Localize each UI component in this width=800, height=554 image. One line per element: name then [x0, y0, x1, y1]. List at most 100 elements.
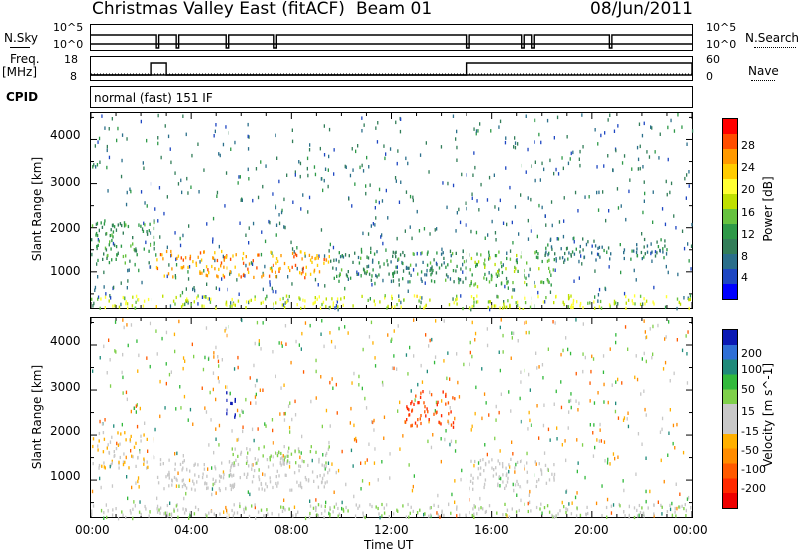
echo-pixel [471, 354, 473, 359]
echo-pixel [571, 250, 574, 254]
echo-pixel [135, 300, 137, 304]
echo-pixel [264, 264, 266, 269]
echo-pixel [275, 257, 278, 261]
velocity-scatter [91, 318, 692, 521]
echo-pixel [561, 156, 563, 160]
echo-pixel [484, 263, 486, 267]
echo-pixel [375, 505, 377, 509]
echo-pixel [488, 460, 490, 464]
echo-pixel [515, 510, 518, 514]
echo-pixel [272, 192, 274, 196]
echo-pixel [181, 468, 183, 472]
echo-pixel [175, 295, 177, 300]
echo-pixel [238, 273, 240, 277]
echo-pixel [121, 370, 123, 375]
nsearch-label: N.Search [745, 31, 800, 45]
echo-pixel [520, 419, 523, 424]
echo-pixel [284, 473, 286, 477]
echo-pixel [278, 221, 281, 226]
echo-pixel [176, 256, 178, 260]
echo-pixel [159, 462, 162, 466]
echo-pixel [127, 224, 130, 229]
echo-pixel [202, 472, 204, 476]
echo-pixel [586, 505, 588, 509]
echo-pixel [516, 460, 519, 464]
echo-pixel [361, 129, 363, 133]
echo-pixel [181, 479, 183, 483]
data-gap [466, 113, 470, 308]
echo-pixel [119, 222, 122, 226]
echo-pixel [184, 359, 186, 363]
echo-pixel [562, 166, 564, 171]
echo-pixel [94, 144, 96, 148]
echo-pixel [218, 364, 220, 368]
echo-pixel [515, 267, 517, 271]
echo-pixel [234, 265, 236, 269]
echo-pixel [527, 427, 529, 431]
echo-pixel [621, 161, 624, 165]
power-tick-8: 8 [741, 250, 748, 263]
echo-pixel [453, 301, 455, 305]
echo-pixel [185, 486, 188, 490]
echo-pixel [269, 283, 271, 287]
echo-pixel [511, 507, 513, 511]
echo-pixel [561, 443, 563, 447]
echo-pixel [260, 160, 262, 164]
echo-pixel [179, 385, 181, 389]
echo-pixel [416, 251, 418, 256]
echo-pixel [156, 504, 159, 509]
echo-pixel [488, 257, 490, 261]
echo-pixel [543, 506, 546, 510]
echo-pixel [472, 481, 474, 485]
echo-pixel [272, 428, 274, 433]
echo-pixel [316, 263, 319, 267]
echo-pixel [127, 343, 129, 348]
echo-pixel [120, 432, 122, 436]
echo-pixel [406, 407, 409, 411]
echo-pixel [226, 398, 228, 402]
echo-pixel [342, 255, 345, 259]
echo-pixel [650, 125, 652, 129]
echo-pixel [144, 201, 146, 205]
echo-pixel [229, 272, 231, 276]
echo-pixel [607, 118, 609, 122]
echo-pixel [232, 254, 234, 258]
echo-pixel [450, 410, 452, 414]
echo-pixel [278, 179, 280, 184]
echo-pixel [645, 499, 647, 504]
echo-pixel [645, 456, 647, 460]
echo-pixel [604, 459, 606, 463]
echo-pixel [382, 241, 384, 246]
echo-pixel [232, 485, 234, 490]
echo-pixel [612, 168, 614, 173]
echo-pixel [111, 233, 113, 237]
echo-pixel [685, 196, 687, 200]
echo-pixel [291, 265, 293, 269]
echo-pixel [212, 237, 214, 241]
echo-pixel [231, 462, 233, 466]
echo-pixel [394, 270, 396, 274]
echo-pixel [180, 256, 182, 260]
echo-pixel [233, 461, 235, 465]
echo-pixel [424, 305, 426, 309]
echo-pixel [230, 147, 232, 151]
echo-pixel [608, 265, 610, 269]
echo-pixel [147, 449, 149, 453]
echo-pixel [469, 350, 471, 355]
echo-pixel [336, 274, 338, 278]
echo-pixel [256, 320, 259, 325]
echo-pixel [393, 329, 395, 333]
echo-pixel [299, 271, 301, 275]
echo-pixel [214, 465, 216, 469]
echo-pixel [275, 301, 277, 305]
echo-pixel [371, 504, 373, 509]
echo-pixel [391, 294, 393, 298]
echo-pixel [283, 197, 285, 202]
echo-pixel [245, 233, 247, 237]
echo-pixel [392, 512, 395, 516]
echo-pixel [667, 270, 669, 275]
echo-pixel [454, 479, 456, 483]
echo-pixel [98, 466, 100, 470]
echo-pixel [132, 242, 134, 246]
echo-pixel [400, 305, 402, 309]
